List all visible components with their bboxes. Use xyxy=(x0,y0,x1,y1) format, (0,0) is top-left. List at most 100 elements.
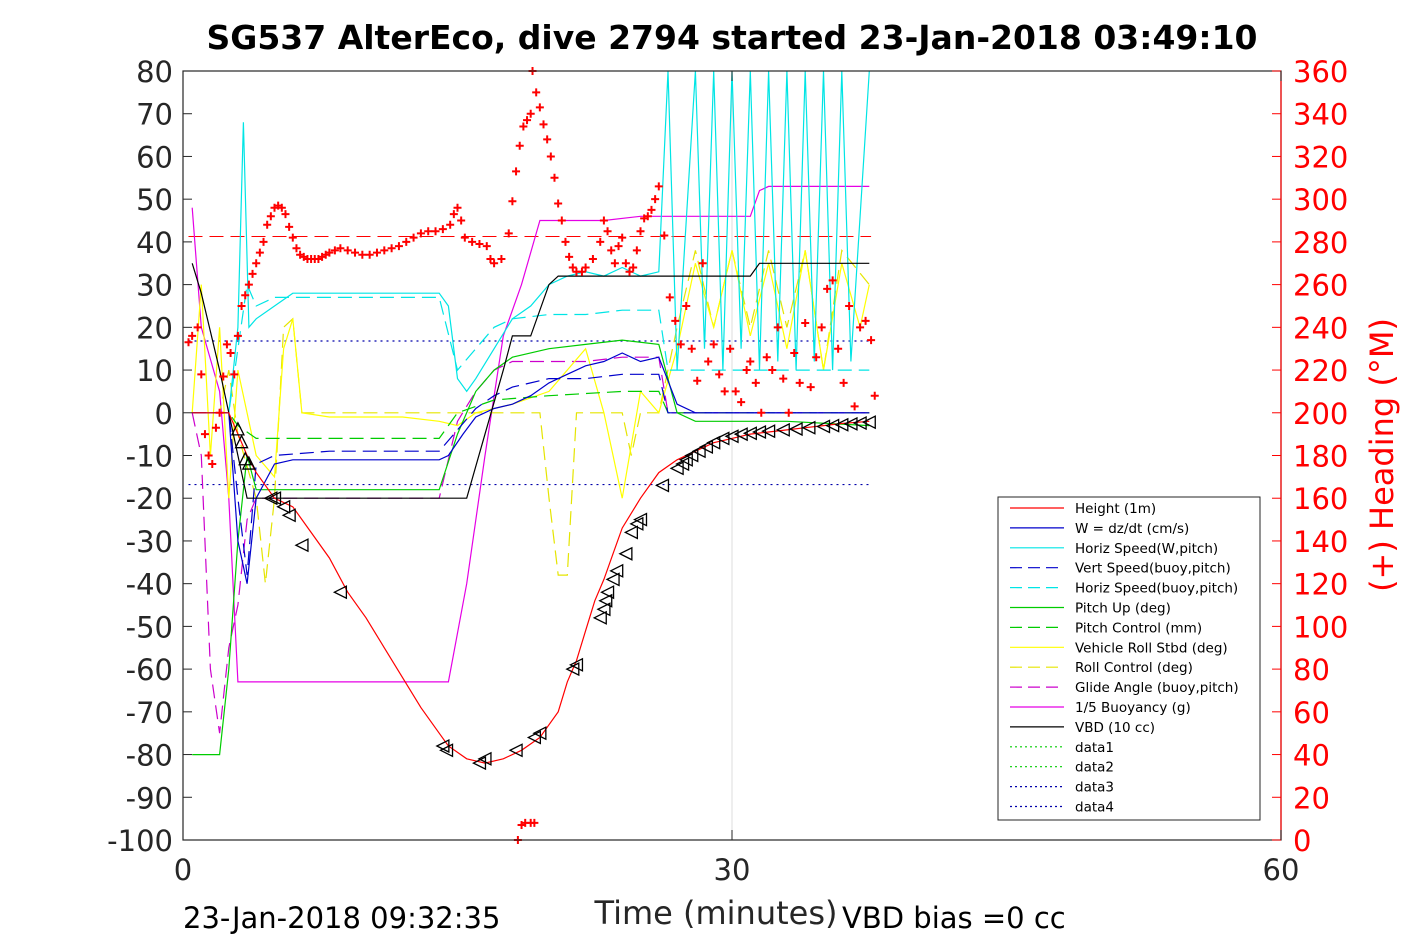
heading-point xyxy=(222,340,231,349)
heading-point xyxy=(839,378,848,387)
heading-point xyxy=(726,344,735,353)
height-marker xyxy=(267,491,282,506)
heading-point xyxy=(230,370,239,379)
y-tick-label: 40 xyxy=(136,226,173,260)
heading-point xyxy=(607,246,616,255)
height-marker xyxy=(605,572,620,587)
x-axis-label: Time (minutes) xyxy=(594,894,838,932)
x-tick-label: 30 xyxy=(714,853,751,887)
height-marker xyxy=(592,610,607,625)
y2-tick-label: 320 xyxy=(1293,140,1348,174)
legend-label: Glide Angle (buoy,pitch) xyxy=(1075,680,1239,696)
y-tick-label: 30 xyxy=(136,269,173,303)
heading-point xyxy=(208,460,217,469)
heading-point xyxy=(248,269,257,278)
heading-point xyxy=(817,323,826,332)
height-marker xyxy=(508,743,523,758)
height-marker xyxy=(276,499,291,514)
legend-label: data2 xyxy=(1075,760,1114,776)
y-tick-label: -80 xyxy=(126,739,173,773)
heading-point xyxy=(806,383,815,392)
heading-point xyxy=(828,276,837,285)
y2-tick-label: 0 xyxy=(1293,824,1311,858)
heading-point xyxy=(431,227,440,236)
heading-point xyxy=(731,387,740,396)
heading-point xyxy=(460,233,469,242)
height-marker xyxy=(655,478,670,493)
legend-label: Vert Speed(buoy,pitch) xyxy=(1075,561,1231,577)
series-pitch-ctrl xyxy=(192,390,870,439)
y-tick-label: 70 xyxy=(136,98,173,132)
heading-point xyxy=(709,340,718,349)
heading-point xyxy=(704,357,713,366)
heading-point xyxy=(237,301,246,310)
heading-point xyxy=(241,291,250,300)
heading-point xyxy=(259,237,268,246)
y2-tick-label: 40 xyxy=(1293,739,1330,773)
heading-point xyxy=(204,451,213,460)
height-marker xyxy=(669,461,684,476)
height-marker xyxy=(600,585,615,600)
heading-point xyxy=(402,237,411,246)
heading-point xyxy=(184,338,193,347)
height-marker xyxy=(596,602,611,617)
legend-label: 1/5 Buoyancy (g) xyxy=(1075,700,1191,716)
y-tick-label: -50 xyxy=(126,610,173,644)
heading-point xyxy=(211,423,220,432)
legend: Height (1m) W = dz/dt (cm/s) Horiz Speed(W… xyxy=(997,496,1261,821)
y2-tick-label: 280 xyxy=(1293,226,1348,260)
heading-point xyxy=(870,391,879,400)
height-marker xyxy=(691,444,706,459)
heading-point xyxy=(226,348,235,357)
heading-point xyxy=(720,387,729,396)
legend-label: Height (1m) xyxy=(1075,501,1156,517)
height-marker xyxy=(633,512,648,527)
heading-point xyxy=(737,398,746,407)
heading-layer xyxy=(184,67,879,844)
height-marker xyxy=(801,420,816,435)
height-marker xyxy=(609,563,624,578)
heading-point xyxy=(292,244,301,253)
heading-point xyxy=(625,267,634,276)
heading-point xyxy=(200,430,209,439)
series-buoyancy xyxy=(191,185,870,683)
right-axis-label: (+) Heading (°M) xyxy=(1363,318,1401,592)
marker-layer xyxy=(230,415,876,771)
heading-point xyxy=(330,246,339,255)
y2-tick-label: 220 xyxy=(1293,354,1348,388)
heading-point xyxy=(475,240,484,249)
heading-point xyxy=(812,353,821,362)
heading-point xyxy=(610,259,619,268)
heading-point xyxy=(850,402,859,411)
y2-tick-label: 60 xyxy=(1293,696,1330,730)
y-tick-label: 0 xyxy=(155,397,173,431)
footer-vbd-bias: VBD bias =0 cc xyxy=(842,901,1066,935)
legend-label: Horiz Speed(buoy,pitch) xyxy=(1075,581,1238,597)
height-marker xyxy=(332,585,348,600)
heading-point xyxy=(409,233,418,242)
heading-point xyxy=(581,263,590,272)
height-marker xyxy=(230,421,245,436)
height-marker xyxy=(788,421,803,437)
heading-point xyxy=(742,366,751,375)
heading-point xyxy=(519,122,528,131)
y2-tick-label: 240 xyxy=(1293,311,1348,345)
heading-point xyxy=(197,370,206,379)
legend-label: data1 xyxy=(1075,740,1114,756)
heading-point xyxy=(647,205,656,214)
height-marker xyxy=(775,422,790,437)
height-marker xyxy=(568,657,584,672)
heading-point xyxy=(325,248,334,257)
heading-point xyxy=(588,254,597,263)
heading-point xyxy=(281,210,290,219)
heading-point xyxy=(867,336,876,345)
heading-point xyxy=(834,344,843,353)
heading-point xyxy=(614,242,623,251)
heading-point xyxy=(497,254,506,263)
heading-point xyxy=(651,195,660,204)
heading-point xyxy=(358,250,367,259)
heading-point xyxy=(643,212,652,221)
height-marker xyxy=(477,751,492,766)
height-marker xyxy=(263,491,278,506)
legend-label: Vehicle Roll Stbd (deg) xyxy=(1075,640,1228,656)
